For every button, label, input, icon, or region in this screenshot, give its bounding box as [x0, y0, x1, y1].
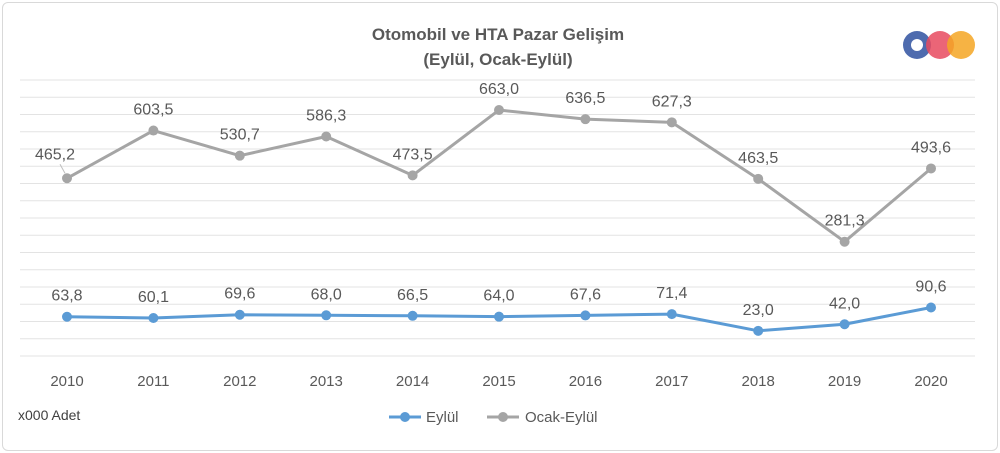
- x-tick-label: 2011: [137, 373, 169, 390]
- x-tick-label: 2013: [310, 373, 343, 390]
- data-point: [407, 310, 418, 321]
- data-point: [494, 105, 504, 116]
- data-label: 663,0: [479, 81, 519, 98]
- data-label: 69,6: [224, 286, 255, 303]
- data-point: [666, 309, 677, 320]
- legend: Eylül Ocak-Eylül: [389, 409, 598, 426]
- legend-item-eylul: Eylül: [389, 409, 459, 426]
- data-point: [321, 131, 332, 142]
- series-layer: 63,8 60,1 69,6 68,0 66,5 64,0 67,6 71,4 23,0 42,0…: [35, 81, 951, 336]
- data-label: 473,5: [393, 146, 433, 163]
- data-point: [321, 310, 332, 321]
- data-point: [148, 125, 159, 136]
- x-tick-label: 2014: [396, 373, 429, 390]
- x-tick-label: 2012: [223, 373, 256, 390]
- data-label: 586,3: [306, 107, 346, 124]
- chart-title: Otomobil ve HTA Pazar Gelişim: [372, 25, 624, 44]
- data-point: [839, 319, 850, 330]
- data-label: 627,3: [652, 93, 692, 110]
- x-tick-label: 2017: [655, 373, 688, 390]
- data-label: 636,5: [565, 90, 605, 107]
- data-label: 603,5: [133, 102, 173, 119]
- gridlines: [20, 79, 975, 357]
- series-ocak-eylul: 465,2 603,5 530,7 586,3 473,5 663,0 636,5 627,3…: [35, 81, 951, 247]
- data-point: [839, 236, 850, 247]
- data-point: [666, 117, 677, 128]
- x-tick-label: 2018: [742, 373, 775, 390]
- data-label: 64,0: [483, 288, 514, 305]
- x-axis-ticks: 2010 2011 2012 2013 2014 2015 2016 2017 2018 2019…: [50, 373, 947, 390]
- x-tick-label: 2020: [914, 373, 947, 390]
- data-label: 463,5: [738, 150, 778, 167]
- data-point: [494, 311, 504, 322]
- data-label: 465,2: [35, 146, 75, 163]
- series-line: [66, 108, 932, 244]
- data-label: 281,3: [825, 213, 865, 230]
- data-label: 63,8: [51, 288, 82, 305]
- leader-line: [59, 164, 66, 174]
- data-point: [753, 325, 764, 336]
- data-label: 90,6: [915, 278, 946, 295]
- data-label: 67,6: [570, 286, 601, 303]
- data-label: 60,1: [138, 289, 169, 306]
- x-tick-label: 2010: [50, 373, 83, 390]
- data-point: [62, 311, 72, 322]
- data-point: [148, 313, 159, 324]
- data-point: [753, 173, 764, 184]
- data-label: 71,4: [656, 285, 687, 302]
- legend-item-ocak-eylul: Ocak-Eylül: [487, 409, 598, 426]
- x-tick-label: 2015: [482, 373, 515, 390]
- data-label: 68,0: [311, 286, 342, 303]
- unit-note: x000 Adet: [18, 407, 80, 423]
- legend-label-eylul: Eylül: [426, 409, 459, 426]
- x-tick-label: 2019: [828, 373, 861, 390]
- odd-logo-icon: [903, 31, 975, 59]
- data-point: [234, 309, 245, 320]
- data-label: 66,5: [397, 287, 428, 304]
- data-label: 530,7: [220, 127, 260, 144]
- data-point: [580, 310, 591, 321]
- data-point: [407, 170, 418, 181]
- data-point: [580, 114, 591, 125]
- data-label: 42,0: [829, 295, 860, 312]
- data-label: 23,0: [743, 302, 774, 319]
- chart-subtitle: (Eylül, Ocak-Eylül): [423, 50, 572, 69]
- data-point: [234, 150, 245, 161]
- data-point: [926, 163, 936, 174]
- data-point: [62, 173, 72, 184]
- series-eylul: 63,8 60,1 69,6 68,0 66,5 64,0 67,6 71,4 23,0 42,0…: [51, 278, 947, 336]
- data-point: [926, 302, 936, 313]
- x-tick-label: 2016: [569, 373, 602, 390]
- data-label: 493,6: [911, 139, 951, 156]
- legend-label-ocak-eylul: Ocak-Eylül: [525, 409, 598, 426]
